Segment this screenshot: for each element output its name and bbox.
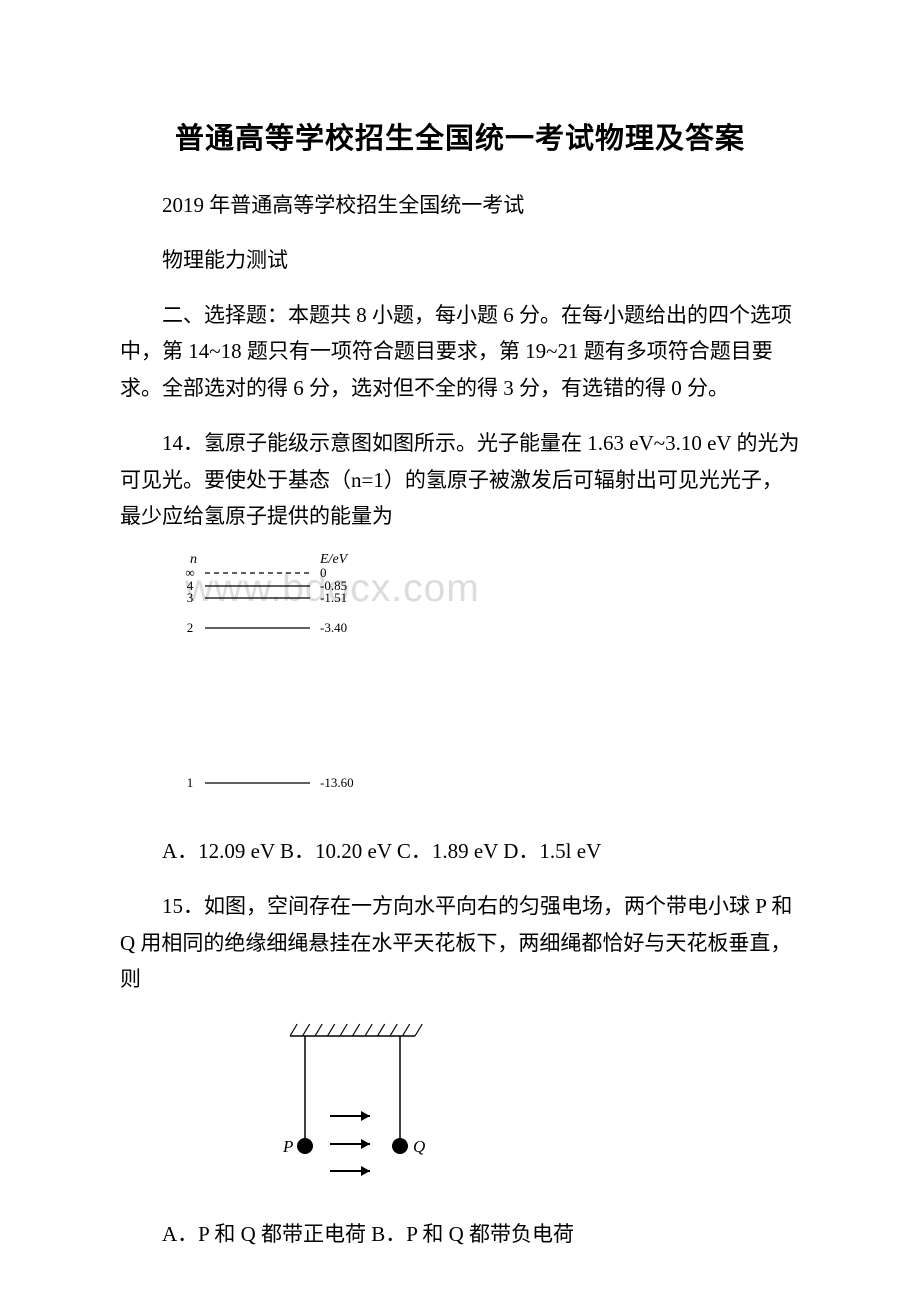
instructions-text: 二、选择题：本题共 8 小题，每小题 6 分。在每小题给出的四个选项中，第 14… [120, 297, 800, 407]
q15-text: 15．如图，空间存在一方向水平向右的匀强电场，两个带电小球 P 和 Q 用相同的… [120, 888, 800, 998]
svg-text:Q: Q [413, 1137, 425, 1156]
q15-options: A．P 和 Q 都带正电荷 B．P 和 Q 都带负电荷 [120, 1216, 800, 1253]
pendulum-diagram: PQ [175, 1016, 800, 1201]
subtitle-year: 2019 年普通高等学校招生全国统一考试 [120, 187, 800, 224]
svg-text:-13.60: -13.60 [320, 775, 354, 790]
svg-text:2: 2 [187, 620, 194, 635]
svg-text:P: P [282, 1137, 293, 1156]
energy-level-diagram: nE/eV∞04-0.853-1.512-3.401-13.60 [175, 553, 800, 818]
main-title: 普通高等学校招生全国统一考试物理及答案 [120, 115, 800, 157]
page-content: 普通高等学校招生全国统一考试物理及答案 2019 年普通高等学校招生全国统一考试… [120, 115, 800, 1253]
q14-text: 14．氢原子能级示意图如图所示。光子能量在 1.63 eV~3.10 eV 的光… [120, 425, 800, 535]
svg-text:-1.51: -1.51 [320, 590, 347, 605]
svg-text:-3.40: -3.40 [320, 620, 347, 635]
q14-options: A．12.09 eV B．10.20 eV C．1.89 eV D．1.5l e… [120, 833, 800, 870]
subtitle-subject: 物理能力测试 [120, 242, 800, 279]
svg-text:1: 1 [187, 775, 194, 790]
svg-text:3: 3 [187, 590, 194, 605]
